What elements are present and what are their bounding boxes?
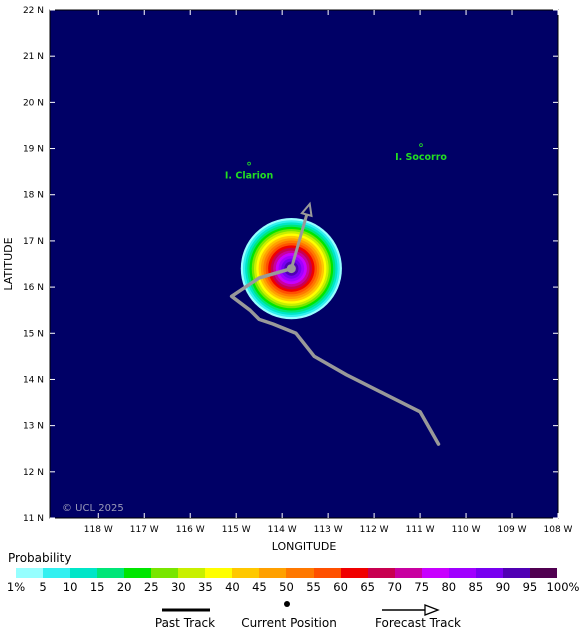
forecast-track-line [289,214,309,270]
colorbar-label: 95 [522,580,538,594]
colorbar-segment [313,568,341,578]
lon-tick-label: 118 W [84,525,113,535]
colorbar-label: 100% [546,580,580,594]
lon-tick-label: 108 W [544,525,573,535]
colorbar-label: 50 [279,580,294,594]
colorbar-segment [70,568,98,578]
colorbar-label: 5 [39,580,47,594]
colorbar-label: 35 [198,580,213,594]
colorbar-segment [178,568,206,578]
lon-tick-label: 116 W [176,525,205,535]
island-marker [419,143,423,147]
colorbar-label: 45 [252,580,267,594]
colorbar-segment [529,568,557,578]
colorbar-segment [16,568,44,578]
colorbar-label: 80 [441,580,457,594]
colorbar-segment [448,568,476,578]
colorbar-segment [232,568,260,578]
lat-tick-label: 15 N [23,329,44,339]
colorbar-label: 15 [89,580,105,594]
colorbar-label: 55 [306,580,321,594]
track-legend [162,601,440,616]
lat-tick-label: 22 N [23,6,44,16]
colorbar-label: 85 [468,580,484,594]
colorbar-label: 90 [495,580,511,594]
colorbar-segment [259,568,287,578]
current-position-label: Current Position [241,616,337,630]
forecast-arrowhead [300,201,313,218]
lon-tick-label: 115 W [222,525,251,535]
lat-tick-label: 21 N [23,52,44,62]
lon-tick-label: 114 W [268,525,297,535]
lon-tick-label: 112 W [360,525,389,535]
colorbar-segment [151,568,179,578]
lat-tick-label: 18 N [23,191,44,201]
colorbar-segment [124,568,152,578]
colorbar-segment [43,568,71,578]
lat-tick-label: 14 N [23,375,44,385]
legend-title: Probability [8,551,72,565]
colorbar-segment [421,568,449,578]
island-label: I. Socorro [395,152,447,163]
lon-tick-label: 109 W [498,525,527,535]
colorbar-segment [286,568,314,578]
lat-tick-label: 20 N [23,98,44,108]
colorbar-label: 1% [6,580,26,594]
lat-tick-label: 16 N [23,283,44,293]
past-track-label: Past Track [154,616,216,630]
x-axis-title: LONGITUDE [272,540,337,553]
islands: I. Clarion I. Socorro [225,143,447,182]
colorbar-label: 25 [143,580,159,594]
island-marker [247,161,251,166]
colorbar-segment [97,568,125,578]
colorbar-segment [340,568,368,578]
copyright-credit: © UCL 2025 [62,503,124,514]
lat-tick-label: 17 N [23,237,44,247]
map-panel: I. Clarion I. Socorro 118 W 117 W 116 W 115 … [2,6,573,553]
lat-tick-label: 12 N [23,468,44,478]
lat-tick-label: 19 N [23,145,44,155]
storm-track [229,201,441,446]
colorbar-segment [394,568,422,578]
lat-tick-label: 13 N [23,422,44,432]
current-position-marker [286,264,296,274]
colorbar-label: 65 [360,580,375,594]
colorbar-segment [205,568,233,578]
colorbar-label: 20 [116,580,132,594]
probability-colorbar [16,568,557,578]
colorbar-segment [367,568,395,578]
colorbar-label: 60 [333,580,348,594]
y-axis-title: LATITUDE [2,237,15,290]
colorbar-labels: 1% 5 10 15 20 25 30 35 40 45 50 55 60 65 70 75 80 85 90 95 1… [0,580,580,596]
lon-tick-label: 117 W [130,525,159,535]
axis-labels: 118 W 117 W 116 W 115 W 114 W 113 W 112 W 111 W… [23,6,573,535]
probability-map: I. Clarion I. Socorro 118 W 117 W 116 W 115 … [2,6,573,553]
colorbar-segment [475,568,503,578]
current-position-legend-dot [284,601,290,607]
lon-tick-label: 111 W [406,525,435,535]
colorbar-label: 75 [414,580,430,594]
colorbar-label: 10 [62,580,78,594]
lon-tick-label: 113 W [314,525,343,535]
colorbar-label: 30 [170,580,186,594]
past-track-line [229,266,441,446]
colorbar-label: 40 [225,580,240,594]
island-label: I. Clarion [225,171,274,182]
lon-tick-label: 110 W [452,525,481,535]
colorbar-segment [502,568,530,578]
lat-tick-label: 11 N [23,514,44,524]
tick-marks [50,9,559,519]
forecast-arrow-icon [424,604,440,616]
colorbar-label: 70 [387,580,403,594]
forecast-track-label: Forecast Track [375,616,461,630]
